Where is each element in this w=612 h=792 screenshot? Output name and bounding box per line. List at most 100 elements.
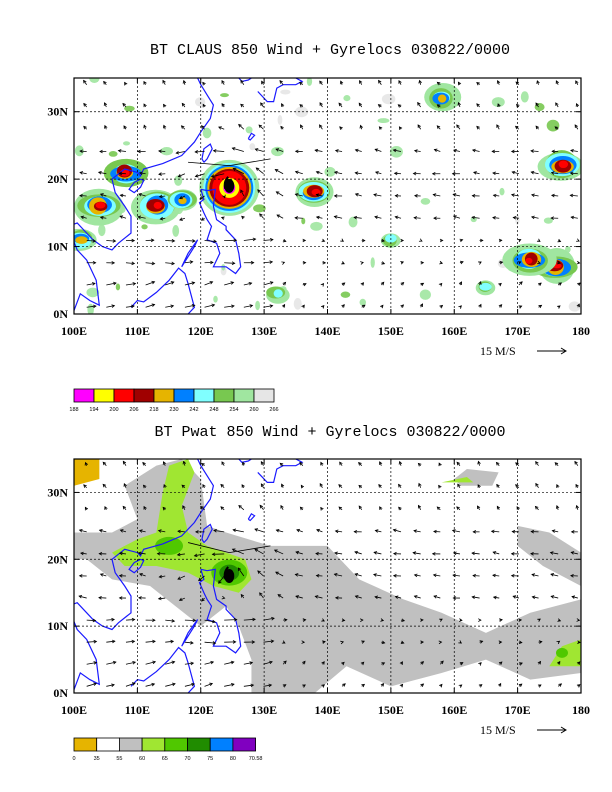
wind-vector: [106, 305, 115, 308]
wind-vector: [472, 552, 480, 555]
wind-vector-head: [432, 193, 437, 197]
wind-vector: [99, 529, 107, 533]
wind-vector-head: [333, 215, 338, 219]
wind-vector-head: [111, 639, 116, 644]
wind-vector-head: [379, 304, 384, 309]
wind-vector: [570, 172, 578, 175]
reference-vector-label: 15 M/S: [480, 723, 516, 737]
wind-vector-head: [551, 149, 556, 154]
wind-vector: [472, 149, 480, 152]
wind-vector-head: [392, 573, 397, 578]
wind-vector-head: [172, 682, 176, 687]
wind-vector-head: [281, 303, 286, 308]
wind-vector-head: [361, 640, 365, 644]
wind-vector-head: [495, 461, 500, 466]
wind-vector-head: [557, 238, 562, 243]
wind-vector-head: [399, 683, 404, 688]
wind-vector: [263, 617, 275, 621]
wind-vector-head: [418, 79, 422, 84]
wind-vector-head: [321, 618, 325, 622]
wind-vector: [233, 168, 245, 175]
wind-vector: [254, 548, 264, 555]
wind-vector-head: [233, 238, 238, 243]
wind-vector: [100, 193, 107, 197]
wind-vector-head: [515, 484, 519, 488]
wind-vector-head: [299, 506, 304, 511]
pwat-region-core: [555, 647, 568, 658]
cloud-speckle: [253, 204, 266, 213]
wind-vector: [274, 549, 284, 555]
wind-vector: [106, 640, 115, 643]
wind-vector-head: [576, 684, 581, 688]
y-tick-label: 20N: [47, 172, 68, 186]
wind-vector-head: [321, 684, 325, 688]
cloud-speckle: [370, 257, 375, 268]
wind-vector-head: [457, 101, 461, 106]
wind-vector: [79, 171, 87, 175]
wind-vector-head: [93, 661, 98, 665]
wind-vector: [354, 573, 362, 577]
wind-vector-head: [570, 573, 574, 578]
wind-vector-head: [93, 682, 98, 686]
wind-vector-head: [191, 281, 196, 285]
cloud-speckle: [343, 95, 351, 102]
wind-vector-head: [569, 171, 574, 176]
wind-vector-head: [199, 196, 204, 200]
wind-vector-head: [201, 462, 205, 467]
wind-vector-head: [436, 81, 441, 86]
wind-vector-head: [555, 102, 559, 106]
wind-vector-head: [212, 641, 217, 645]
wind-vector-head: [218, 580, 222, 584]
wind-vector-head: [248, 281, 253, 286]
wind-vector-head: [550, 216, 554, 220]
cloud-speckle: [115, 283, 121, 291]
wind-vector: [184, 261, 193, 264]
wind-vector-head: [431, 552, 436, 556]
wind-vector-head: [341, 661, 345, 666]
wind-vector-head: [238, 123, 242, 128]
wind-vector-head: [340, 640, 345, 645]
wind-vector: [257, 570, 264, 577]
wind-vector-head: [294, 573, 299, 577]
wind-vector-head: [104, 505, 108, 510]
colorbar-swatch: [133, 388, 155, 403]
cloud-cluster-level: [558, 160, 569, 169]
cloud-cluster-level: [95, 201, 106, 209]
wind-vector: [178, 173, 186, 178]
wind-vectors: [79, 79, 581, 309]
y-tick-label: 30N: [47, 105, 68, 119]
colorbar-label: 35: [94, 756, 100, 762]
wind-vector: [532, 596, 539, 599]
wind-vector-head: [577, 282, 581, 286]
wind-vector-head: [398, 79, 402, 84]
wind-vector-head: [479, 238, 484, 243]
x-tick-label: 180: [572, 324, 590, 338]
wind-vector-head: [269, 281, 274, 285]
wind-vector: [119, 552, 127, 555]
wind-vector-head: [456, 124, 460, 129]
wind-vector-head: [519, 281, 523, 285]
wind-vector-head: [176, 552, 181, 557]
cloud-speckle: [568, 301, 581, 312]
wind-vector: [259, 505, 264, 511]
wind-vector-head: [358, 484, 363, 489]
wind-vector-head: [458, 640, 463, 644]
x-tick-label: 110E: [125, 703, 150, 717]
wind-vector-head: [381, 261, 386, 265]
wind-vector: [316, 529, 323, 533]
wind-vector-head: [490, 529, 495, 534]
wind-vector-head: [498, 661, 503, 665]
colorbar-label: 75: [207, 756, 213, 762]
wind-vector-head: [438, 484, 442, 489]
wind-vector-head: [530, 170, 535, 175]
wind-vector: [86, 641, 97, 643]
wind-vector-head: [202, 483, 206, 488]
wind-vector-head: [119, 529, 124, 533]
wind-vector: [106, 661, 116, 665]
wind-vector: [453, 215, 461, 219]
wind-vector-head: [476, 103, 480, 107]
wind-vector-head: [142, 461, 146, 466]
wind-vector-head: [103, 80, 107, 85]
wind-vector-head: [492, 193, 497, 198]
wind-vector-head: [301, 640, 306, 644]
